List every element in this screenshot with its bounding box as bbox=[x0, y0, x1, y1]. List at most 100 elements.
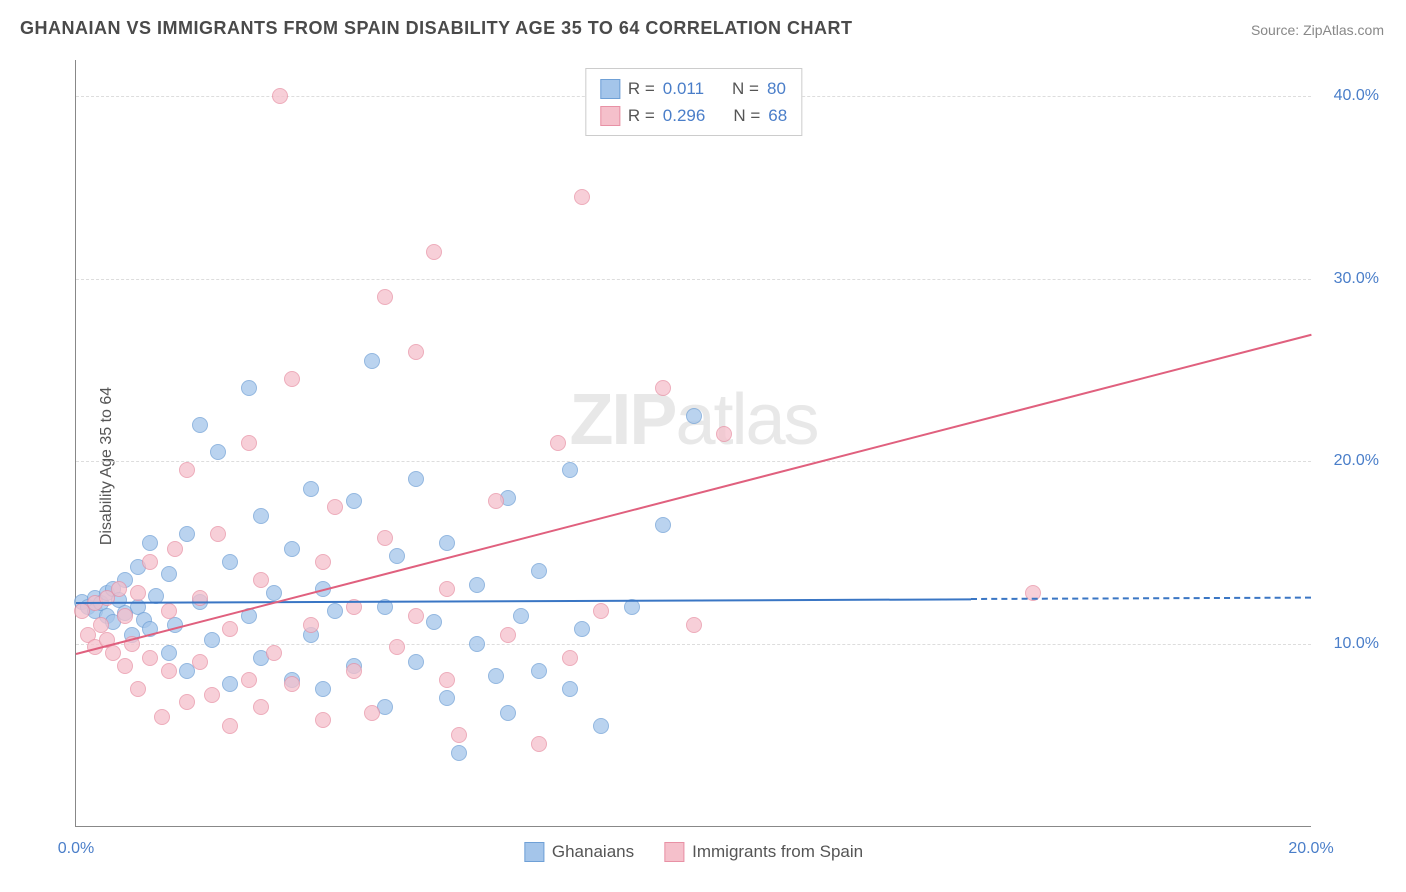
data-point bbox=[266, 585, 282, 601]
data-point bbox=[716, 426, 732, 442]
data-point bbox=[241, 672, 257, 688]
data-point bbox=[210, 444, 226, 460]
data-point bbox=[117, 658, 133, 674]
data-point bbox=[327, 603, 343, 619]
data-point bbox=[315, 712, 331, 728]
data-point bbox=[574, 621, 590, 637]
data-point bbox=[303, 617, 319, 633]
data-point bbox=[439, 690, 455, 706]
r-value: 0.011 bbox=[663, 75, 704, 102]
n-value: 68 bbox=[768, 102, 787, 129]
data-point bbox=[192, 654, 208, 670]
x-tick-label: 0.0% bbox=[58, 840, 94, 858]
data-point bbox=[439, 581, 455, 597]
r-value: 0.296 bbox=[663, 102, 706, 129]
r-label: R = bbox=[628, 75, 655, 102]
data-point bbox=[253, 572, 269, 588]
data-point bbox=[408, 654, 424, 670]
legend-item-ghanaians: Ghanaians bbox=[524, 842, 634, 862]
data-point bbox=[241, 380, 257, 396]
data-point bbox=[469, 577, 485, 593]
data-point bbox=[439, 672, 455, 688]
data-point bbox=[284, 371, 300, 387]
data-point bbox=[253, 508, 269, 524]
data-point bbox=[161, 645, 177, 661]
y-tick-label: 10.0% bbox=[1334, 635, 1379, 653]
r-label: R = bbox=[628, 102, 655, 129]
y-tick-label: 40.0% bbox=[1334, 87, 1379, 105]
data-point bbox=[192, 417, 208, 433]
data-point bbox=[389, 548, 405, 564]
regression-line-dashed bbox=[971, 597, 1311, 600]
n-label: N = bbox=[732, 75, 759, 102]
data-point bbox=[105, 645, 121, 661]
plot-area: ZIPatlas R = 0.011 N = 80 R = 0.296 N = … bbox=[75, 60, 1311, 827]
data-point bbox=[451, 727, 467, 743]
data-point bbox=[192, 590, 208, 606]
data-point bbox=[500, 705, 516, 721]
data-point bbox=[161, 663, 177, 679]
legend-row-1: R = 0.011 N = 80 bbox=[600, 75, 787, 102]
legend-series: Ghanaians Immigrants from Spain bbox=[524, 842, 863, 862]
gridline bbox=[76, 279, 1311, 280]
data-point bbox=[210, 526, 226, 542]
data-point bbox=[346, 493, 362, 509]
chart-title: GHANAIAN VS IMMIGRANTS FROM SPAIN DISABI… bbox=[20, 18, 853, 39]
data-point bbox=[408, 608, 424, 624]
data-point bbox=[655, 380, 671, 396]
data-point bbox=[222, 718, 238, 734]
data-point bbox=[179, 694, 195, 710]
data-point bbox=[531, 663, 547, 679]
data-point bbox=[142, 554, 158, 570]
gridline bbox=[76, 644, 1311, 645]
data-point bbox=[377, 530, 393, 546]
legend-swatch-ghanaians bbox=[600, 79, 620, 99]
data-point bbox=[686, 408, 702, 424]
data-point bbox=[500, 627, 516, 643]
data-point bbox=[593, 603, 609, 619]
data-point bbox=[408, 344, 424, 360]
data-point bbox=[364, 705, 380, 721]
data-point bbox=[346, 663, 362, 679]
y-tick-label: 30.0% bbox=[1334, 270, 1379, 288]
data-point bbox=[154, 709, 170, 725]
source-label: Source: ZipAtlas.com bbox=[1251, 22, 1384, 38]
data-point bbox=[272, 88, 288, 104]
data-point bbox=[222, 554, 238, 570]
data-point bbox=[266, 645, 282, 661]
data-point bbox=[562, 462, 578, 478]
x-tick-label: 20.0% bbox=[1288, 840, 1333, 858]
data-point bbox=[179, 462, 195, 478]
legend-label: Immigrants from Spain bbox=[692, 842, 863, 862]
legend-swatch-spain bbox=[600, 106, 620, 126]
data-point bbox=[655, 517, 671, 533]
data-point bbox=[130, 585, 146, 601]
data-point bbox=[222, 676, 238, 692]
data-point bbox=[469, 636, 485, 652]
n-label: N = bbox=[733, 102, 760, 129]
data-point bbox=[488, 668, 504, 684]
data-point bbox=[327, 499, 343, 515]
data-point bbox=[161, 566, 177, 582]
data-point bbox=[142, 535, 158, 551]
data-point bbox=[284, 676, 300, 692]
data-point bbox=[161, 603, 177, 619]
data-point bbox=[204, 632, 220, 648]
data-point bbox=[315, 554, 331, 570]
data-point bbox=[513, 608, 529, 624]
data-point bbox=[574, 189, 590, 205]
data-point bbox=[315, 681, 331, 697]
data-point bbox=[93, 617, 109, 633]
data-point bbox=[531, 563, 547, 579]
data-point bbox=[222, 621, 238, 637]
data-point bbox=[111, 581, 127, 597]
data-point bbox=[117, 608, 133, 624]
data-point bbox=[562, 681, 578, 697]
data-point bbox=[593, 718, 609, 734]
data-point bbox=[686, 617, 702, 633]
n-value: 80 bbox=[767, 75, 786, 102]
data-point bbox=[426, 614, 442, 630]
legend-swatch-spain-icon bbox=[664, 842, 684, 862]
legend-row-2: R = 0.296 N = 68 bbox=[600, 102, 787, 129]
data-point bbox=[284, 541, 300, 557]
